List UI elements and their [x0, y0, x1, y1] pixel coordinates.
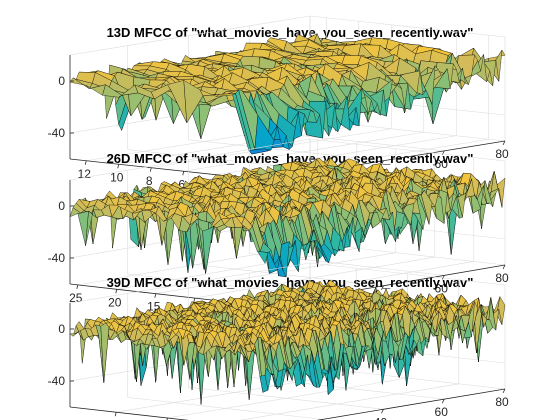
z-tick-label: 0	[58, 199, 65, 213]
mfcc-surface	[69, 157, 506, 278]
y-tick-label: 10	[110, 170, 124, 184]
x-tick-mark	[381, 160, 384, 165]
grid-line	[155, 252, 396, 294]
box-edge	[69, 138, 506, 265]
z-tick-label: 0	[58, 74, 65, 88]
mfcc-surface	[69, 33, 506, 155]
x-tick-label: 80	[495, 147, 509, 161]
surface-facet	[248, 148, 269, 155]
subplot-title: 26D MFCC of "what_movies_have_you_seen_r…	[107, 151, 474, 166]
subplot-13d: 13D MFCC of "what_movies_have_you_seen_r…	[48, 15, 509, 198]
subplot-title: 13D MFCC of "what_movies_have_you_seen_r…	[107, 25, 474, 40]
y-tick-label: 8	[146, 174, 153, 188]
x-tick-mark	[502, 140, 506, 146]
y-tick-mark	[182, 171, 185, 176]
y-tick-label: 20	[108, 295, 122, 309]
grid-line	[188, 139, 384, 162]
y-tick-mark	[76, 284, 79, 289]
grid-line	[167, 377, 408, 419]
x-tick-label: 60	[435, 157, 449, 171]
grid-line	[183, 131, 424, 172]
z-tick-label: -40	[48, 251, 66, 265]
z-tick-label: -40	[48, 126, 66, 140]
y-tick-label: 6	[178, 177, 185, 191]
y-tick-mark	[149, 167, 152, 172]
y-tick-mark	[154, 293, 157, 298]
surface-facet	[341, 55, 362, 65]
mfcc-surface	[69, 279, 506, 405]
x-tick-label: 80	[495, 271, 509, 285]
grid-line	[194, 256, 435, 299]
subplot-39d: 39D MFCC of "what_movies_have_you_seen_r…	[48, 262, 509, 420]
surface-facet	[133, 61, 154, 67]
y-tick-mark	[193, 297, 196, 303]
grid-line	[216, 135, 457, 176]
surface-facet	[257, 250, 269, 264]
box-edge	[69, 15, 506, 141]
y-tick-mark	[117, 164, 120, 169]
y-tick-mark	[84, 160, 87, 165]
subplot-26d: 26D MFCC of "what_movies_have_you_seen_r…	[48, 138, 509, 322]
